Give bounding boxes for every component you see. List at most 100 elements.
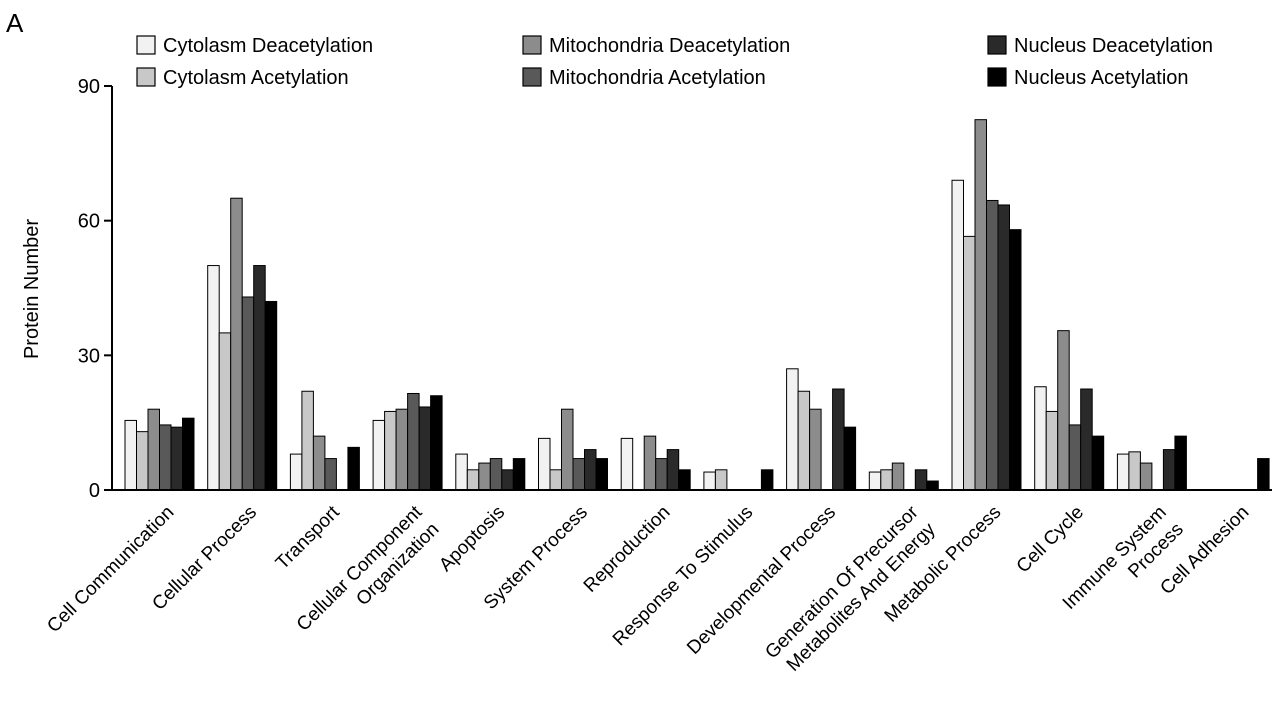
- legend-swatch: [136, 67, 156, 87]
- y-axis-title: Protein Number: [21, 219, 43, 359]
- bar: [1091, 435, 1105, 491]
- bar: [407, 392, 420, 491]
- y-tick-label: 30: [78, 345, 100, 367]
- bar: [997, 204, 1010, 491]
- bar: [703, 471, 716, 491]
- bar: [455, 453, 468, 491]
- bar: [595, 458, 608, 491]
- legend: Cytolasm Deacetylation Cytolasm Acetylati…: [136, 35, 1213, 89]
- y-tick-label: 0: [89, 480, 100, 502]
- legend-label: Cytolasm Acetylation: [163, 67, 349, 89]
- bar: [538, 437, 551, 491]
- legend-swatch: [987, 35, 1007, 55]
- bar: [384, 410, 397, 491]
- legend-label: Mitochondria Acetylation: [549, 67, 766, 89]
- bar: [489, 458, 503, 491]
- bar: [324, 458, 337, 491]
- bar: [466, 469, 480, 491]
- bar: [230, 197, 243, 491]
- bar: [512, 458, 526, 491]
- bar: [1009, 229, 1022, 491]
- legend-label: Nucleus Acetylation: [1014, 67, 1189, 89]
- bar: [501, 469, 514, 491]
- bar: [974, 119, 987, 491]
- bar: [1162, 449, 1176, 491]
- bar: [289, 453, 303, 491]
- bar: [264, 300, 278, 491]
- bar: [963, 235, 976, 491]
- bar: [549, 469, 562, 491]
- panel-label: A: [6, 8, 24, 38]
- x-tick-label: Transport: [272, 501, 344, 573]
- x-tick-label: Cell Cycle: [1013, 502, 1088, 577]
- y-tick-label: 90: [78, 76, 100, 98]
- bar: [1116, 453, 1130, 491]
- x-tick-label: Response To Stimulus: [609, 502, 757, 650]
- bar: [170, 426, 183, 491]
- bar: [207, 265, 220, 491]
- legend-swatch: [522, 67, 542, 87]
- bar: [372, 419, 386, 491]
- bar: [926, 480, 939, 491]
- bar: [1174, 435, 1187, 491]
- bars: [124, 119, 1270, 491]
- legend-swatch: [136, 35, 156, 55]
- bar: [1057, 330, 1070, 491]
- bar: [147, 408, 160, 491]
- bar: [843, 426, 857, 491]
- bar: [430, 395, 443, 491]
- bar: [347, 446, 360, 491]
- bar: [561, 408, 574, 491]
- bar: [891, 462, 905, 491]
- bar: [797, 390, 811, 491]
- bar: [809, 408, 822, 491]
- bar: [1128, 451, 1141, 491]
- bar: [1139, 462, 1153, 491]
- bar: [572, 458, 585, 491]
- bar: [986, 199, 999, 491]
- bar: [620, 437, 634, 491]
- bar: [124, 419, 137, 491]
- bar: [914, 469, 928, 491]
- legend-swatch: [522, 35, 542, 55]
- y-tick-label: 60: [78, 211, 100, 233]
- bar: [714, 469, 728, 491]
- bar: [678, 469, 691, 491]
- legend-swatch: [987, 67, 1007, 87]
- bar: [253, 265, 266, 491]
- bar: [1080, 388, 1093, 491]
- bar: [760, 469, 774, 491]
- x-tick-label: Cell Communication: [43, 502, 178, 637]
- bar: [1257, 458, 1270, 491]
- bar: [312, 435, 326, 491]
- bar: [301, 390, 314, 491]
- bar: [666, 449, 680, 491]
- bar: [880, 469, 893, 491]
- bar: [584, 449, 597, 491]
- bar: [418, 406, 432, 491]
- bar: [786, 368, 799, 491]
- x-tick-label: Apoptosis: [435, 502, 509, 576]
- x-tick-label: Reproduction: [580, 502, 675, 597]
- bar: [868, 471, 882, 491]
- bar: [1068, 424, 1082, 491]
- legend-label: Nucleus Deacetylation: [1014, 35, 1213, 57]
- bar: [1045, 410, 1059, 491]
- bar: [218, 332, 232, 491]
- y-axis: 0 30 60 90: [78, 76, 113, 502]
- bar: [182, 417, 195, 491]
- bar: [136, 431, 149, 491]
- bar: [655, 458, 668, 491]
- legend-label: Mitochondria Deacetylation: [549, 35, 790, 57]
- bar: [643, 435, 657, 491]
- bar: [1034, 386, 1047, 491]
- bar: [159, 424, 172, 491]
- bar: [241, 296, 255, 491]
- bar: [478, 462, 491, 491]
- bar: [951, 179, 964, 491]
- bar: [832, 388, 845, 491]
- legend-label: Cytolasm Deacetylation: [163, 35, 373, 57]
- bar: [395, 408, 409, 491]
